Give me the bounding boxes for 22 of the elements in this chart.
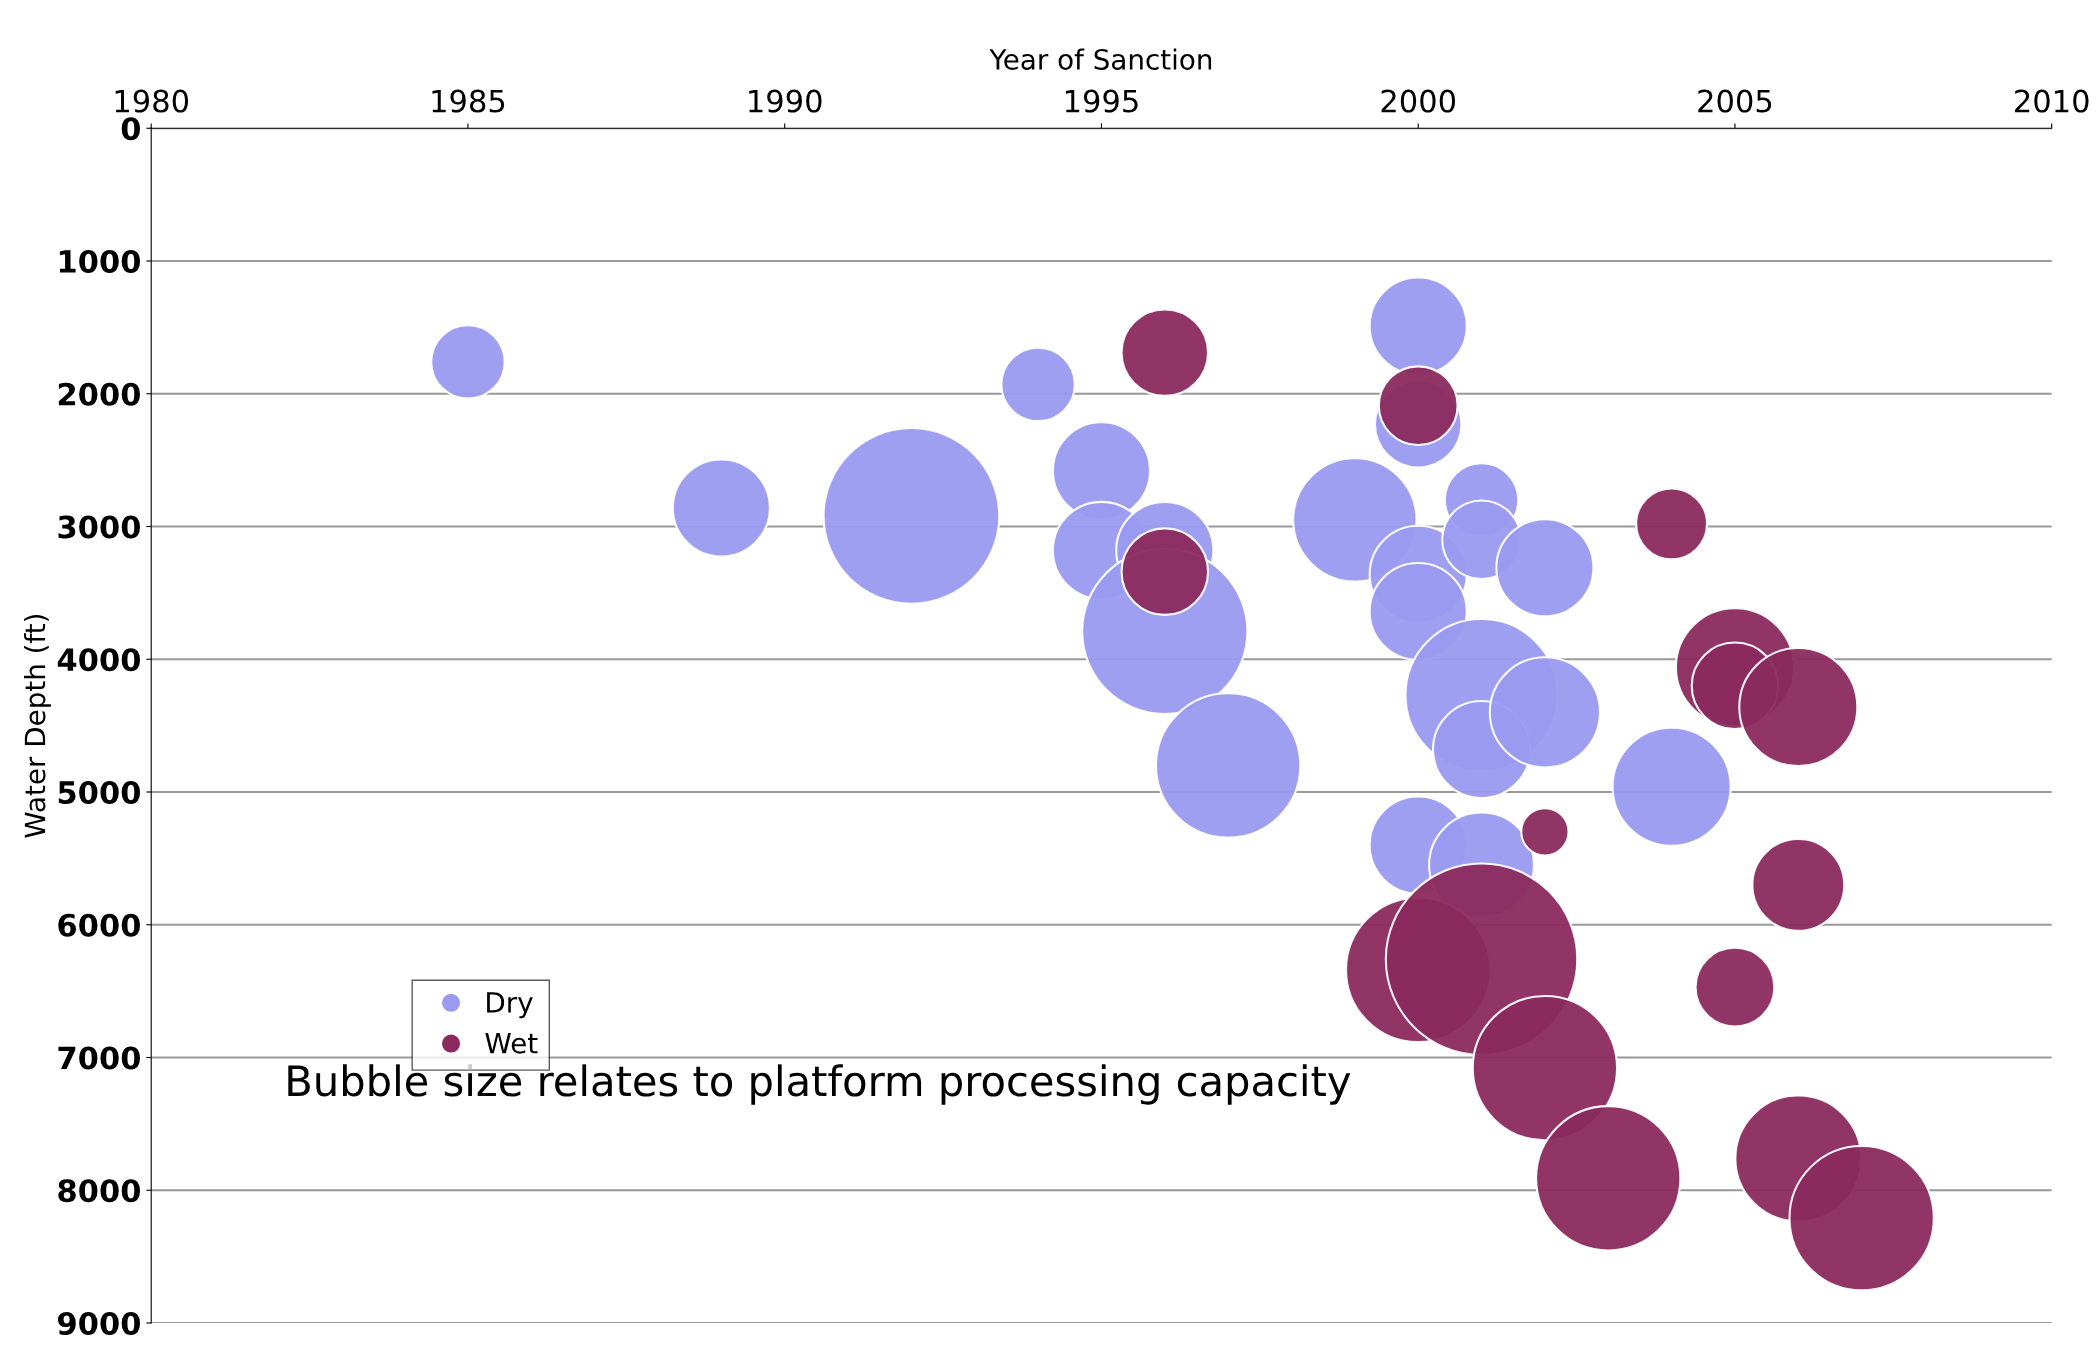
y-tick-label: 3000 — [58, 515, 141, 539]
y-tick-label: 6000 — [58, 913, 141, 937]
y-tick-label: 2000 — [58, 382, 141, 406]
x-tick-label: 1995 — [1065, 89, 1138, 113]
y-axis-title: Water Depth (ft) — [24, 614, 51, 838]
annotation: Bubble size relates to platform processing capacity — [288, 1064, 1351, 1105]
x-axis-title: Year of Sanction — [989, 48, 1212, 70]
x-tick-label: 1980 — [115, 89, 189, 113]
y-tick-label: 0 — [121, 117, 141, 141]
y-tick-label: 1000 — [59, 249, 141, 274]
x-tick-label: 2000 — [1381, 89, 1456, 113]
y-tick-label: 5000 — [58, 780, 141, 805]
y-tick-label: 9000 — [58, 1311, 141, 1336]
x-tick-label: 2010 — [2015, 89, 2089, 113]
y-tick-label: 4000 — [57, 648, 141, 672]
x-tick-label: 1990 — [749, 89, 822, 113]
y-tick-label: 8000 — [58, 1179, 141, 1203]
y-tick-label: 7000 — [58, 1046, 141, 1070]
legend-label: Dry — [487, 992, 533, 1019]
x-tick-label: 1985 — [432, 89, 505, 113]
legend-label: Wet — [485, 1033, 538, 1054]
x-tick-label: 2005 — [1698, 89, 1772, 113]
